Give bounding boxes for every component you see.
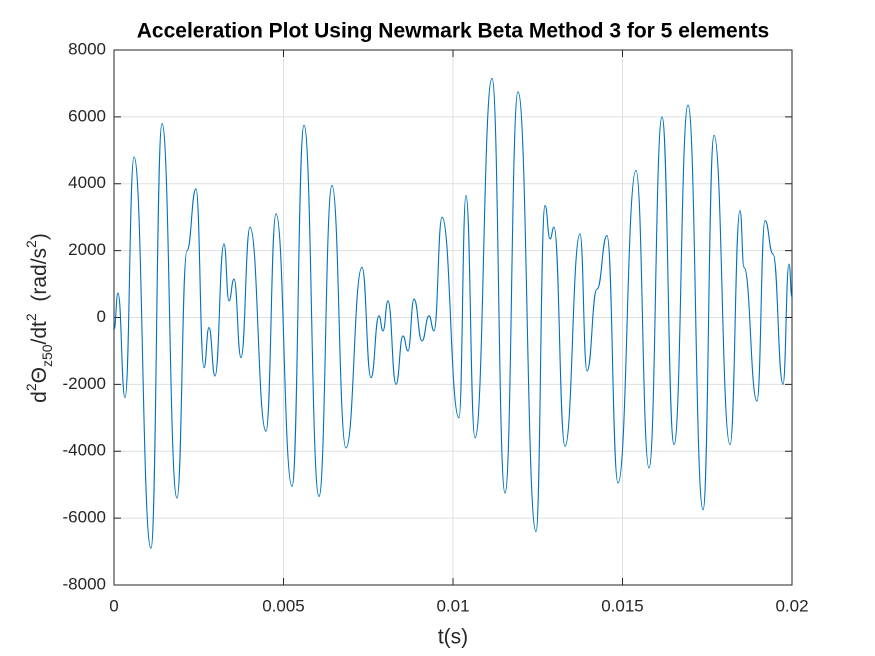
y-label-part: 2 (23, 313, 39, 321)
data-line (113, 77, 793, 549)
x-tick-label: 0.015 (601, 596, 644, 615)
chart-title: Acceleration Plot Using Newmark Beta Met… (137, 20, 770, 43)
y-tick-label: 4000 (68, 173, 106, 192)
y-label-part: /dt (28, 321, 51, 345)
y-label-part: ) (28, 233, 51, 240)
y-label-part: z50 (39, 344, 55, 367)
x-tick-label: 0.01 (436, 596, 469, 615)
y-tick-label: 0 (97, 307, 106, 326)
plot-frame (113, 49, 793, 586)
y-axis-label: d2Θz50/dt2 (rad/s2) (23, 233, 55, 403)
x-tick-label: 0 (109, 596, 118, 615)
y-label-part: d (28, 391, 51, 403)
y-tick-label: -8000 (63, 574, 106, 593)
y-tick-label: -6000 (63, 508, 106, 527)
x-axis-label: t(s) (438, 626, 468, 649)
y-label-part: (rad/s (28, 248, 51, 313)
y-label-part: Θ (28, 367, 51, 383)
x-tick-label: 0.02 (775, 596, 808, 615)
y-label-part: 2 (23, 383, 39, 391)
y-tick-label: 8000 (68, 39, 106, 58)
x-tick-label: 0.005 (262, 596, 305, 615)
y-label-part: 2 (23, 240, 39, 248)
y-tick-label: 6000 (68, 106, 106, 125)
y-tick-label: 2000 (68, 240, 106, 259)
y-tick-label: -4000 (63, 441, 106, 460)
y-tick-label: -2000 (63, 374, 106, 393)
